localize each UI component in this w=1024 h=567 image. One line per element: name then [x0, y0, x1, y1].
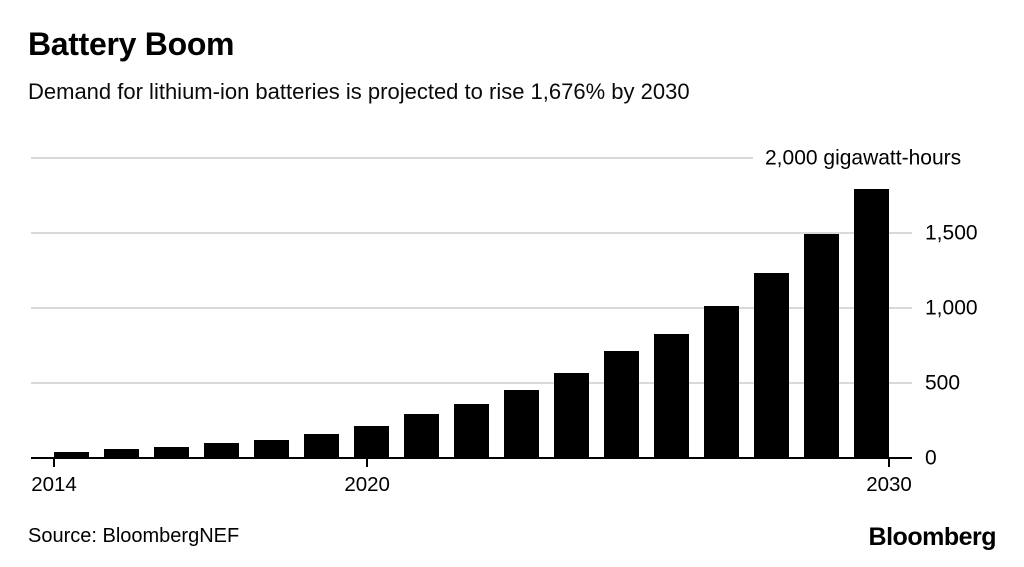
bar-2027 — [704, 306, 739, 458]
bar-2016 — [154, 447, 189, 458]
x-tick-label-2030: 2030 — [866, 473, 912, 496]
x-tick-label-2014: 2014 — [31, 473, 77, 496]
y-tick-label-500: 500 — [925, 371, 961, 395]
bar-2023 — [504, 390, 539, 458]
bar-2014 — [54, 452, 89, 458]
y-tick-label-0: 0 — [925, 446, 937, 470]
bar-2028 — [754, 273, 789, 458]
gridline-500 — [31, 382, 912, 384]
source-credit: Source: BloombergNEF — [28, 525, 240, 547]
chart-subtitle: Demand for lithium-ion batteries is proj… — [28, 79, 690, 104]
y-tick-label-1500: 1,500 — [925, 221, 978, 245]
bar-2026 — [654, 334, 689, 458]
x-tick-2030 — [888, 458, 890, 467]
chart-title: Battery Boom — [28, 26, 235, 62]
bar-2022 — [454, 404, 489, 458]
bar-2015 — [104, 449, 139, 458]
bar-2017 — [204, 443, 239, 458]
bar-2018 — [254, 440, 289, 458]
bar-2029 — [804, 234, 839, 458]
bar-2030 — [854, 189, 889, 458]
y-tick-label-2000: 2,000 gigawatt-hours — [765, 146, 962, 170]
plot-area: 0 500 1,000 1,500 2,000 gigawatt-hours 2014 20… — [31, 148, 978, 496]
x-axis-line — [31, 457, 912, 459]
x-tick-2014 — [53, 458, 55, 467]
gridline-1000 — [31, 307, 912, 309]
bar-2024 — [554, 373, 589, 458]
y-tick-label-1000: 1,000 — [925, 296, 978, 320]
bar-2025 — [604, 351, 639, 458]
x-tick-2020 — [366, 458, 369, 467]
bar-2021 — [404, 414, 439, 458]
gridline-2000 — [31, 157, 753, 159]
bloomberg-logo: Bloomberg — [868, 523, 997, 551]
bar-2019 — [304, 434, 339, 458]
bar-2020 — [354, 426, 389, 458]
gridline-1500 — [31, 232, 912, 234]
x-tick-label-2020: 2020 — [344, 473, 390, 496]
